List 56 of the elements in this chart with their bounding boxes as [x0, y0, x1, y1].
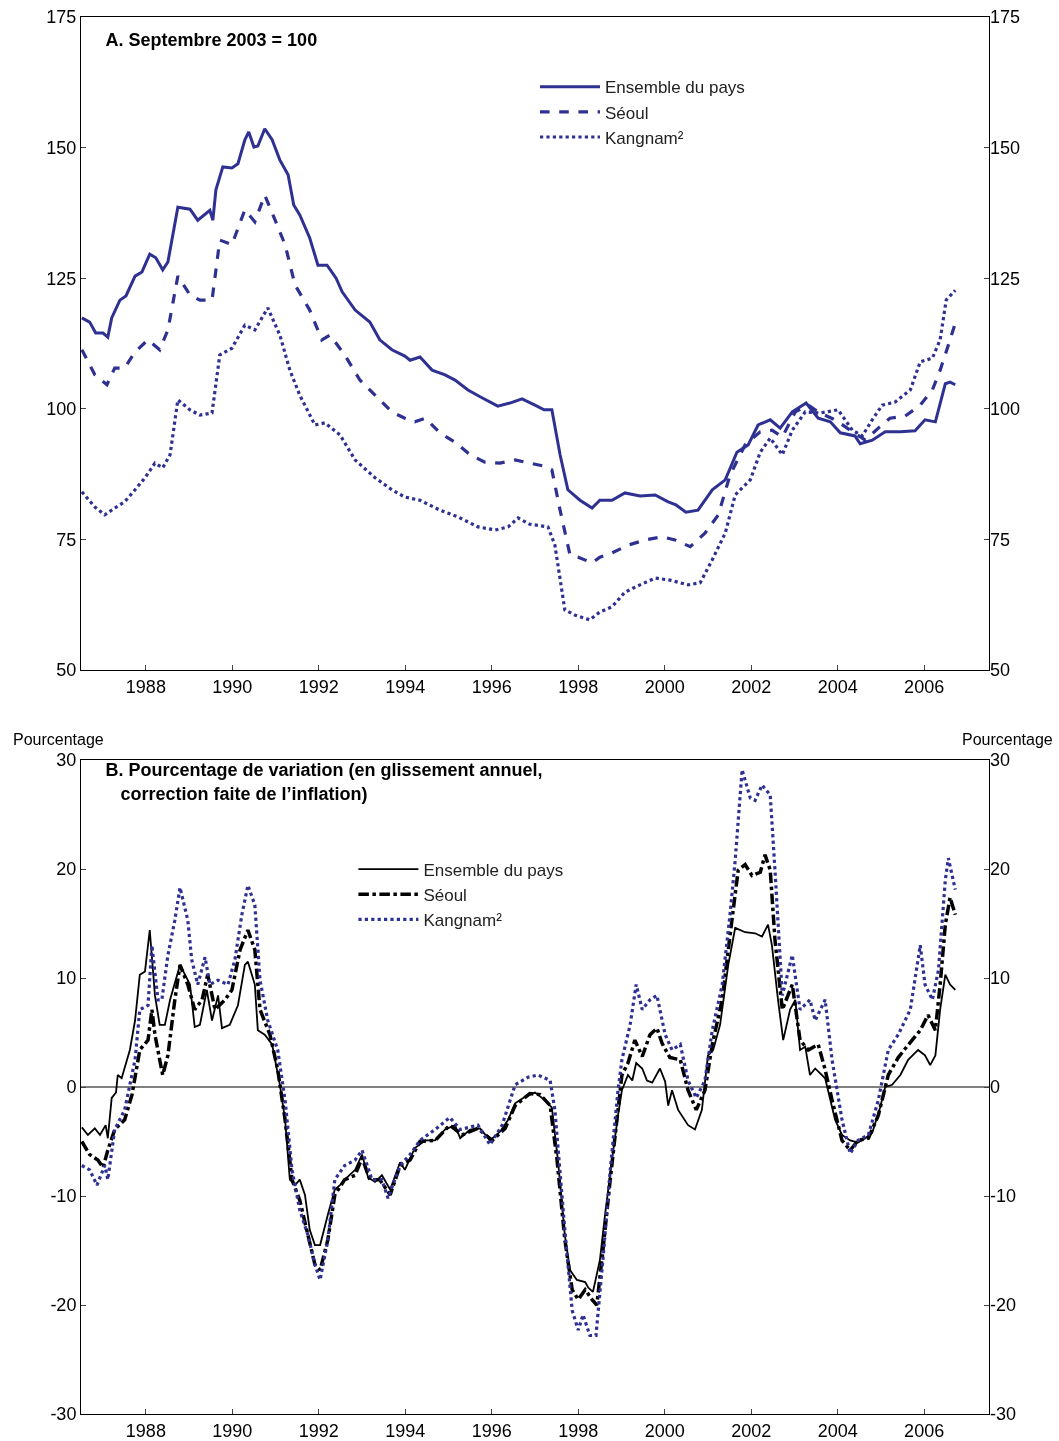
x-tick-label: 2006 [904, 1420, 945, 1441]
y-tick-label: -30 [50, 1404, 77, 1425]
x-tick-label: 1996 [471, 1420, 512, 1441]
x-tick-label: 1992 [298, 676, 339, 697]
y-tick-label: 100 [46, 399, 77, 420]
y-tick-label: 125 [46, 268, 77, 289]
y2-tick-label: 175 [990, 7, 1021, 28]
y-tick-label: 20 [56, 859, 77, 880]
x-tick-label: 1998 [558, 1420, 599, 1441]
legend-label: Séoul [605, 103, 649, 123]
x-tick-label: 1988 [125, 1420, 166, 1441]
x-tick-label: 2000 [644, 1420, 685, 1441]
legend-label: Kangnam² [423, 910, 503, 930]
x-tick-label: 2000 [644, 676, 685, 697]
y2-tick-label: 100 [990, 399, 1021, 420]
x-tick-label: 2002 [731, 1420, 772, 1441]
y2-axis-title: Pourcentage [962, 731, 1053, 748]
x-tick-label: 1988 [125, 676, 166, 697]
y-tick-label: 10 [56, 968, 77, 989]
y-axis-title: Pourcentage [13, 731, 104, 748]
y2-tick-label: 150 [990, 137, 1021, 158]
y-tick-label: 75 [56, 529, 77, 550]
y-tick-label: 30 [56, 750, 77, 771]
x-tick-label: 2006 [904, 676, 945, 697]
y2-tick-label: 125 [990, 268, 1021, 289]
y2-tick-label: 30 [990, 750, 1011, 771]
y-tick-label: 150 [46, 137, 77, 158]
text: A. Septembre 2003 = 100 [105, 29, 318, 50]
text: B. Pourcentage de variation (en glissement annuel, correction faite de l’inflation) [105, 760, 543, 804]
x-tick-label: 1990 [212, 676, 253, 697]
x-tick-label: 2004 [817, 676, 858, 697]
legend-label: Ensemble du pays [423, 860, 564, 880]
y2-tick-label: -30 [990, 1404, 1017, 1425]
y-tick-label: -10 [50, 1186, 77, 1207]
y2-tick-label: 50 [990, 660, 1011, 681]
y2-tick-label: 10 [990, 968, 1011, 989]
x-tick-label: 1992 [298, 1420, 339, 1441]
y2-tick-label: -20 [990, 1295, 1017, 1316]
legend-label: Séoul [423, 885, 467, 905]
y-tick-label: 50 [56, 660, 77, 681]
y2-tick-label: 75 [990, 529, 1011, 550]
x-tick-label: 1990 [212, 1420, 253, 1441]
legend-label: Ensemble du pays [605, 78, 745, 98]
y2-tick-label: 20 [990, 859, 1011, 880]
y-tick-label: -20 [50, 1295, 77, 1316]
x-tick-label: 1998 [558, 676, 599, 697]
x-tick-label: 1994 [385, 1420, 426, 1441]
x-tick-label: 2004 [817, 1420, 858, 1441]
y2-tick-label: 0 [990, 1077, 1001, 1098]
x-tick-label: 1996 [471, 676, 512, 697]
legend-label: Kangnam² [605, 128, 684, 148]
y-tick-label: 0 [66, 1077, 77, 1098]
y-tick-label: 175 [46, 7, 77, 28]
y2-tick-label: -10 [990, 1186, 1017, 1207]
x-tick-label: 2002 [731, 676, 772, 697]
x-tick-label: 1994 [385, 676, 426, 697]
